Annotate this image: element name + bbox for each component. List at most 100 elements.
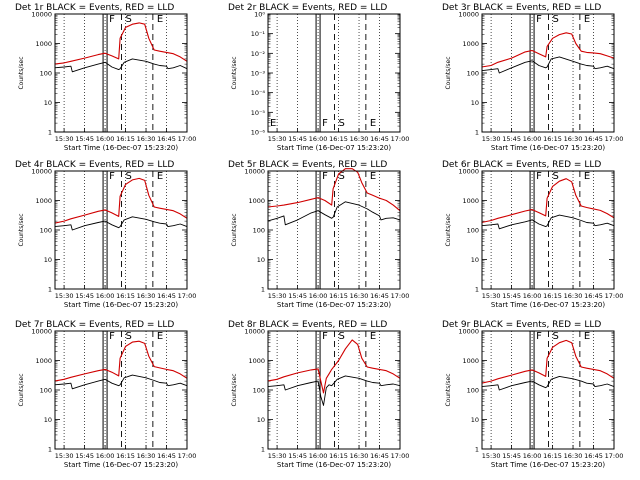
x-tick-label: 15:45 (502, 292, 521, 300)
marker-label: F (536, 171, 542, 182)
y-tick-label: 10⁰ (254, 11, 265, 19)
x-tick-label: 16:00 (309, 452, 328, 460)
panel-title: Det 4r BLACK = Events, RED = LLD (15, 160, 174, 170)
marker-label: S (338, 171, 344, 182)
panel-title: Det 5r BLACK = Events, RED = LLD (228, 160, 387, 170)
plot-frame (481, 170, 615, 290)
series-lld (481, 178, 615, 224)
series-lld (54, 177, 188, 224)
x-tick-label: 17:00 (391, 292, 410, 300)
x-tick-label: 15:45 (75, 292, 94, 300)
marker-label: F (109, 171, 115, 182)
x-tick-label: 16:45 (370, 135, 389, 143)
plot-frame (267, 170, 401, 290)
corner-label: E (270, 118, 276, 129)
plot-frame (267, 330, 401, 450)
x-tick-label: 15:30 (482, 135, 501, 143)
y-axis-label: Counts/sec (18, 213, 25, 246)
x-tick-label: 16:15 (116, 135, 135, 143)
x-tick-label: 15:45 (75, 452, 94, 460)
x-tick-label: 16:30 (350, 135, 369, 143)
y-tick-label: 1 (48, 446, 52, 454)
x-tick-label: 15:45 (288, 452, 307, 460)
y-axis-label: Counts/sec (445, 56, 452, 89)
x-tick-label: 16:45 (584, 452, 603, 460)
marker-label: F (322, 331, 328, 342)
y-tick-label: 10 (44, 99, 52, 107)
x-tick-label: 16:45 (157, 135, 176, 143)
marker-label: S (338, 118, 344, 129)
y-axis-label: Counts/sec (231, 56, 238, 89)
y-tick-label: 10⁻⁶ (251, 129, 266, 137)
y-axis-label: Counts/sec (231, 373, 238, 406)
x-tick-label: 15:30 (55, 135, 74, 143)
x-tick-label: 17:00 (391, 452, 410, 460)
y-tick-label: 1 (48, 286, 52, 294)
x-tick-label: 17:00 (605, 135, 624, 143)
panel-title: Det 2r BLACK = Events, RED = LLD (228, 3, 387, 13)
x-axis-label: Start Time (16-Dec-07 15:23:20) (64, 144, 178, 152)
panel-det-9r: Det 9r BLACK = Events, RED = LLD Counts/s… (442, 320, 623, 469)
y-tick-label: 10 (44, 416, 52, 424)
y-tick-label: 1 (261, 446, 265, 454)
y-axis-label: Counts/sec (231, 213, 238, 246)
marker-label: E (370, 118, 376, 129)
y-tick-label: 10000 (244, 168, 265, 176)
x-axis-label: Start Time (16-Dec-07 15:23:20) (491, 144, 605, 152)
y-tick-label: 1 (475, 286, 479, 294)
y-tick-label: 100 (40, 387, 52, 395)
x-tick-label: 16:30 (137, 292, 156, 300)
panel-det-5r: Det 5r BLACK = Events, RED = LLD Counts/s… (228, 160, 409, 309)
marker-label: E (584, 14, 590, 25)
marker-label: F (109, 331, 115, 342)
x-tick-label: 16:00 (96, 135, 115, 143)
x-tick-label: 16:45 (584, 292, 603, 300)
y-tick-label: 1000 (35, 357, 52, 365)
x-tick-label: 16:00 (309, 135, 328, 143)
y-tick-label: 100 (467, 387, 479, 395)
x-tick-label: 16:45 (370, 452, 389, 460)
series-lld (481, 339, 615, 384)
plot-frame (481, 13, 615, 133)
panel-det-8r: Det 8r BLACK = Events, RED = LLD Counts/s… (228, 320, 409, 469)
plot-frame (267, 13, 401, 133)
x-tick-label: 16:30 (137, 452, 156, 460)
panel-det-2r: Det 2r BLACK = Events, RED = LLD Counts/s… (228, 3, 409, 152)
x-axis-label: Start Time (16-Dec-07 15:23:20) (277, 461, 391, 469)
y-tick-label: 1000 (248, 357, 265, 365)
panel-title: Det 3r BLACK = Events, RED = LLD (442, 3, 601, 13)
x-tick-label: 16:15 (329, 452, 348, 460)
series-lld (267, 339, 401, 394)
x-tick-label: 16:00 (96, 292, 115, 300)
marker-label: F (322, 118, 328, 129)
plot-frame (54, 170, 188, 290)
y-tick-label: 100 (467, 227, 479, 235)
x-tick-label: 15:30 (268, 292, 287, 300)
x-tick-label: 16:45 (370, 292, 389, 300)
x-tick-label: 15:30 (55, 452, 74, 460)
y-axis-label: Counts/sec (18, 56, 25, 89)
x-tick-label: 16:30 (564, 452, 583, 460)
x-tick-label: 16:30 (137, 135, 156, 143)
y-tick-label: 100 (253, 227, 265, 235)
x-tick-label: 15:45 (502, 452, 521, 460)
series-events (481, 375, 615, 391)
y-tick-label: 1 (475, 129, 479, 137)
y-tick-label: 1 (475, 446, 479, 454)
x-tick-label: 16:15 (543, 292, 562, 300)
series-events (481, 214, 615, 230)
marker-label: E (370, 171, 376, 182)
x-tick-label: 16:00 (523, 452, 542, 460)
y-tick-label: 1000 (248, 197, 265, 205)
panel-title: Det 7r BLACK = Events, RED = LLD (15, 320, 174, 330)
x-tick-label: 16:15 (543, 452, 562, 460)
y-tick-label: 10⁻⁵ (251, 109, 266, 117)
y-tick-label: 1000 (35, 197, 52, 205)
x-tick-label: 15:45 (288, 292, 307, 300)
x-tick-label: 15:45 (75, 135, 94, 143)
x-tick-label: 16:15 (329, 292, 348, 300)
panel-title: Det 9r BLACK = Events, RED = LLD (442, 320, 601, 330)
x-tick-label: 16:00 (523, 135, 542, 143)
y-tick-label: 10000 (31, 328, 52, 336)
